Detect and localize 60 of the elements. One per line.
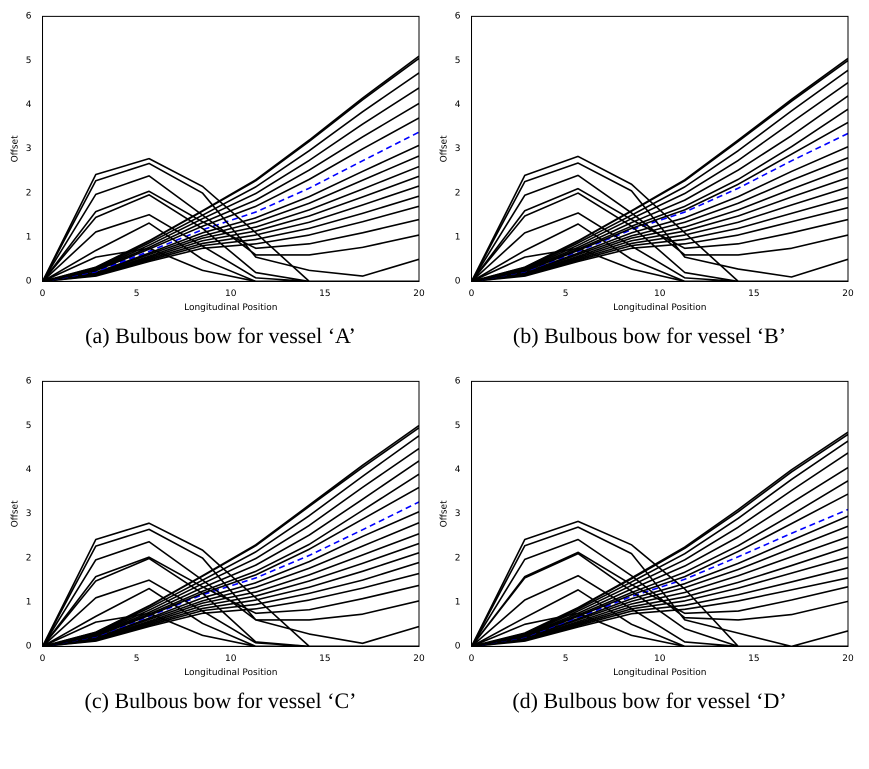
x-tick-label: 0 (468, 654, 475, 664)
y-axis-title: Offset (440, 500, 450, 528)
y-tick-label: 0 (454, 276, 461, 287)
x-axis-title: Longitudinal Position (613, 302, 706, 313)
x-axis-title: Longitudinal Position (613, 668, 706, 678)
x-tick-label: 20 (413, 289, 425, 300)
y-tick-label: 4 (454, 100, 461, 110)
y-tick-label: 1 (454, 598, 461, 608)
y-tick-label: 5 (26, 56, 32, 66)
x-tick-label: 10 (654, 289, 666, 300)
x-tick-label: 15 (319, 654, 331, 664)
x-tick-label: 15 (748, 289, 760, 300)
text: (d) Bulbous bow for vessel ‘D’ (512, 688, 787, 714)
y-tick-label: 5 (26, 420, 32, 431)
x-tick-label: 20 (842, 289, 854, 300)
y-tick-label: 1 (454, 232, 461, 243)
x-tick-label: 10 (654, 654, 666, 664)
y-tick-label: 6 (26, 12, 32, 22)
x-tick-label: 10 (225, 654, 237, 664)
y-tick-label: 6 (454, 12, 461, 22)
text: (b) Bulbous bow for vessel ‘B’ (512, 323, 786, 349)
y-tick-label: 6 (26, 376, 32, 387)
x-tick-label: 15 (748, 654, 760, 664)
x-tick-label: 5 (562, 654, 569, 664)
x-tick-label: 20 (842, 654, 854, 664)
x-axis-title: Longitudinal Position (184, 302, 278, 313)
x-tick-label: 5 (562, 289, 569, 300)
y-tick-label: 4 (26, 100, 32, 110)
y-tick-label: 0 (26, 642, 32, 652)
x-tick-label: 5 (134, 289, 140, 300)
y-tick-label: 6 (454, 376, 461, 387)
x-tick-label: 0 (40, 654, 46, 664)
y-tick-label: 0 (26, 276, 32, 287)
x-tick-label: 0 (468, 289, 475, 300)
y-axis-title: Offset (440, 134, 450, 162)
y-tick-label: 4 (454, 465, 461, 476)
y-tick-label: 3 (454, 509, 461, 520)
y-axis-title: Offset (10, 134, 21, 162)
y-tick-label: 0 (454, 642, 461, 652)
y-tick-label: 1 (26, 232, 32, 243)
y-tick-label: 4 (26, 465, 32, 476)
y-tick-label: 3 (26, 144, 32, 154)
text: (c) Bulbous bow for vessel ‘C’ (84, 688, 356, 714)
y-tick-label: 2 (26, 188, 32, 198)
y-tick-label: 3 (26, 509, 32, 520)
text: (a) Bulbous bow for vessel ‘A’ (85, 323, 356, 349)
y-tick-label: 2 (26, 553, 32, 564)
x-tick-label: 20 (413, 654, 425, 664)
x-tick-label: 10 (225, 289, 237, 300)
y-tick-label: 1 (26, 598, 32, 608)
x-tick-label: 15 (319, 289, 331, 300)
x-tick-label: 5 (134, 654, 140, 664)
y-tick-label: 5 (454, 56, 461, 66)
x-tick-label: 0 (40, 289, 46, 300)
y-tick-label: 5 (454, 420, 461, 431)
y-tick-label: 2 (454, 553, 461, 564)
x-axis-title: Longitudinal Position (184, 668, 278, 678)
y-axis-title: Offset (10, 500, 21, 528)
y-tick-label: 2 (454, 188, 461, 198)
y-tick-label: 3 (454, 144, 461, 154)
